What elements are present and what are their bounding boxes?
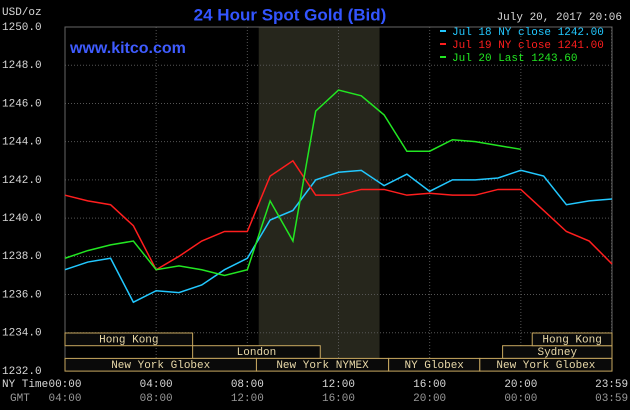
x2-tick-label: 03:59	[595, 393, 628, 405]
session-box	[64, 332, 194, 347]
y-tick-label: 1248.0	[2, 60, 42, 72]
session-box	[479, 357, 613, 372]
x-tick-label: 08:00	[231, 379, 264, 391]
x2-tick-label: 08:00	[140, 393, 173, 405]
legend-swatch	[440, 30, 446, 32]
x2-tick-label: 12:00	[231, 393, 264, 405]
legend-entry: Jul 19 NY close 1241.00	[452, 40, 604, 52]
site-label: www.kitco.com	[69, 40, 186, 57]
price-line	[64, 169, 613, 304]
legend-entry: Jul 18 NY close 1242.00	[452, 27, 604, 39]
x-tick-label: 12:00	[322, 379, 355, 391]
x2-tick-label: 04:00	[48, 393, 81, 405]
y-axis-label: USD/oz	[2, 7, 42, 19]
session-label: Hong Kong	[99, 334, 158, 346]
x-tick-label: 00:00	[48, 379, 81, 391]
y-tick-label: 1236.0	[2, 289, 42, 301]
chart-title: 24 Hour Spot Gold (Bid)	[194, 5, 387, 24]
session-label: Hong Kong	[542, 334, 601, 346]
y-tick-label: 1232.0	[2, 366, 42, 378]
y-tick-label: 1242.0	[2, 175, 42, 187]
legend-swatch	[440, 56, 446, 58]
y-tick-label: 1246.0	[2, 98, 42, 110]
session-label: London	[237, 347, 277, 359]
session-box	[531, 332, 613, 347]
x-tick-label: 04:00	[140, 379, 173, 391]
price-line	[64, 89, 521, 277]
x2-tick-label: 00:00	[504, 393, 537, 405]
x-tick-label: 20:00	[504, 379, 537, 391]
y-tick-label: 1240.0	[2, 213, 42, 225]
x-tick-label: 23:59	[595, 379, 628, 391]
session-label: New York Globex	[111, 360, 210, 372]
timestamp: July 20, 2017 20:06	[497, 12, 622, 24]
session-label: Sydney	[537, 347, 577, 359]
legend-entry: Jul 20 Last 1243.60	[452, 53, 577, 65]
x-tick-label: 16:00	[413, 379, 446, 391]
x2-tick-label: 20:00	[413, 393, 446, 405]
session-label: New York NYMEX	[276, 360, 369, 372]
x-axis-label: NY Time	[2, 379, 48, 391]
x2-axis-label: GMT	[10, 393, 30, 405]
session-label: New York Globex	[496, 360, 595, 372]
session-label: NY Globex	[405, 360, 465, 372]
y-tick-label: 1244.0	[2, 137, 42, 149]
y-tick-label: 1234.0	[2, 328, 42, 340]
x2-tick-label: 16:00	[322, 393, 355, 405]
shaded-region	[258, 27, 380, 371]
y-tick-label: 1238.0	[2, 251, 42, 263]
legend-swatch	[440, 43, 446, 45]
y-tick-label: 1250.0	[2, 22, 42, 34]
